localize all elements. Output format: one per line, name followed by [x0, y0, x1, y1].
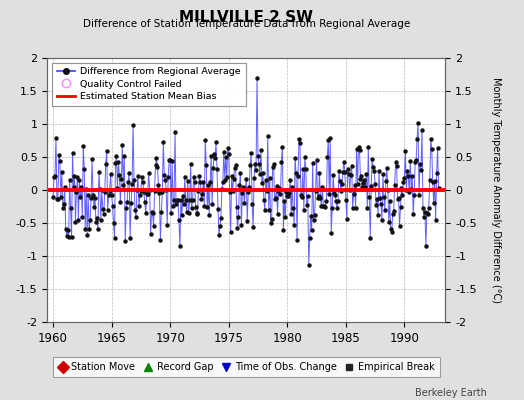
Legend: Station Move, Record Gap, Time of Obs. Change, Empirical Break: Station Move, Record Gap, Time of Obs. C…	[53, 358, 440, 377]
Text: MILLVILLE 2 SW: MILLVILLE 2 SW	[179, 10, 313, 25]
Legend: Difference from Regional Average, Quality Control Failed, Estimated Station Mean: Difference from Regional Average, Qualit…	[52, 63, 246, 106]
Text: Difference of Station Temperature Data from Regional Average: Difference of Station Temperature Data f…	[83, 19, 410, 29]
Text: Berkeley Earth: Berkeley Earth	[416, 388, 487, 398]
Y-axis label: Monthly Temperature Anomaly Difference (°C): Monthly Temperature Anomaly Difference (…	[490, 77, 500, 303]
